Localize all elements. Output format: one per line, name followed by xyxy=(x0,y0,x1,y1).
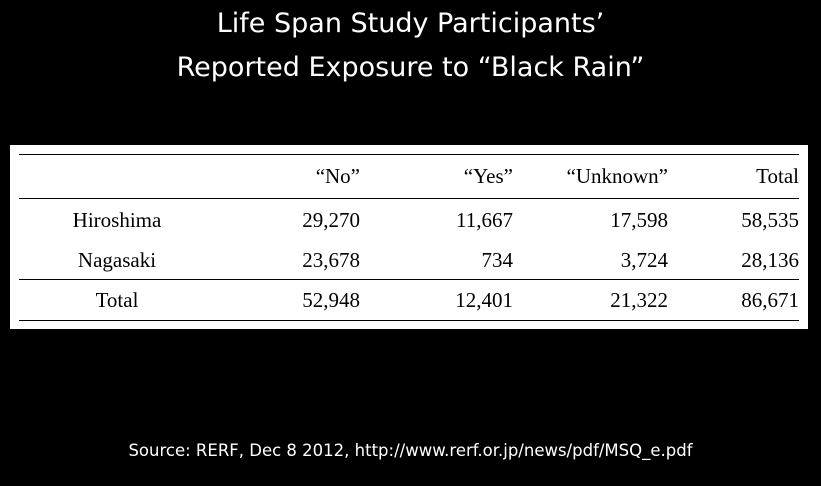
cell-total: 86,671 xyxy=(741,287,799,312)
cell-unknown: 21,322 xyxy=(610,287,668,312)
row-label: Nagasaki xyxy=(77,247,157,272)
row-label: Hiroshima xyxy=(72,207,162,232)
table-header-row: “No” “Yes” “Unknown” Total xyxy=(19,154,799,199)
table-panel: “No” “Yes” “Unknown” Total Hiroshima 29,… xyxy=(10,145,808,329)
cell-no: 52,948 xyxy=(302,287,360,312)
cell-yes: 734 xyxy=(481,247,514,272)
header-unknown: “Unknown” xyxy=(566,164,668,188)
slide-title: Life Span Study Participants’ Reported E… xyxy=(0,2,821,90)
header-label-cell xyxy=(19,155,215,199)
cell-total: 58,535 xyxy=(741,207,799,232)
cell-no: 29,270 xyxy=(302,207,360,232)
cell-unknown: 17,598 xyxy=(610,207,668,232)
slide-title-line-2: Reported Exposure to “Black Rain” xyxy=(176,52,645,83)
table-row-hiroshima: Hiroshima 29,270 11,667 17,598 58,535 xyxy=(19,199,799,242)
header-yes: “Yes” xyxy=(463,164,513,188)
header-total: Total xyxy=(756,164,799,188)
header-no: “No” xyxy=(315,164,360,188)
cell-yes: 11,667 xyxy=(456,207,513,232)
slide-title-line-1: Life Span Study Participants’ xyxy=(216,8,605,39)
cell-yes: 12,401 xyxy=(455,287,513,312)
source-citation: Source: RERF, Dec 8 2012, http://www.rer… xyxy=(128,441,693,460)
table-row-nagasaki: Nagasaki 23,678 734 3,724 28,136 xyxy=(19,242,799,280)
cell-total: 28,136 xyxy=(741,247,799,272)
cell-unknown: 3,724 xyxy=(620,247,668,272)
row-label: Total xyxy=(95,287,139,312)
cell-no: 23,678 xyxy=(302,247,360,272)
black-rain-exposure-table: “No” “Yes” “Unknown” Total Hiroshima 29,… xyxy=(19,154,799,321)
table-row-total: Total 52,948 12,401 21,322 86,671 xyxy=(19,279,799,321)
